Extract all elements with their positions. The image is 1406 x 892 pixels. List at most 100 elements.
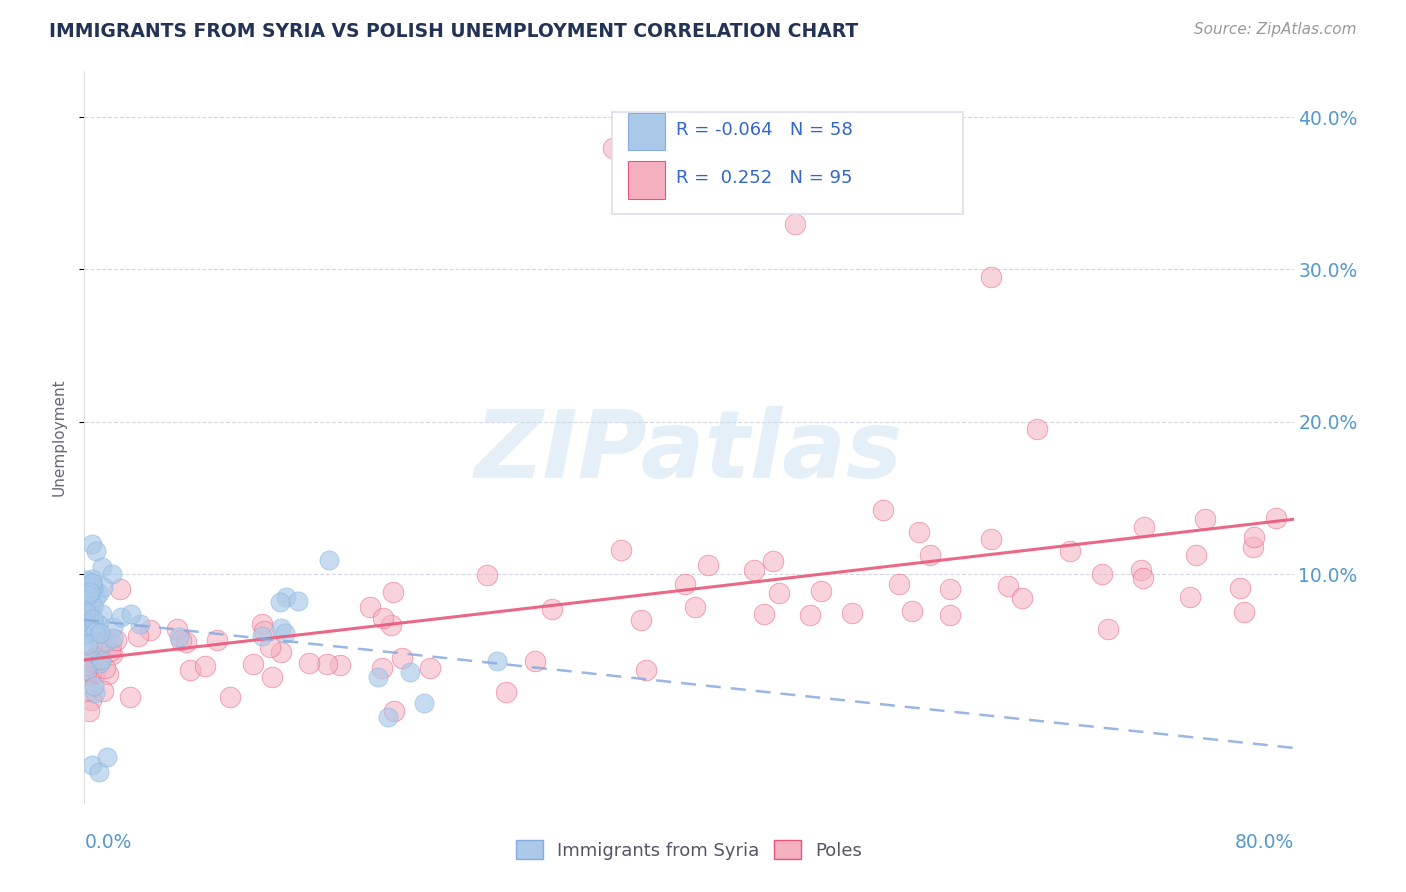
Point <box>80 665 103 679</box>
Point <box>1091 566 1114 581</box>
Point <box>120 607 142 622</box>
Point <box>1185 549 1208 563</box>
Point <box>80 693 103 707</box>
Point <box>359 599 381 614</box>
Point <box>77 682 100 697</box>
Point <box>82 580 104 594</box>
Point <box>91 559 114 574</box>
Point <box>138 623 160 637</box>
Point <box>89 656 111 670</box>
Point <box>82 617 104 632</box>
Text: 0.0%: 0.0% <box>84 833 132 853</box>
Point <box>810 583 832 598</box>
Point <box>636 664 658 678</box>
Point <box>127 629 149 643</box>
Point <box>742 563 765 577</box>
Point <box>413 696 436 710</box>
Point <box>80 757 103 772</box>
Point <box>907 524 929 539</box>
Point <box>75 574 97 588</box>
Point <box>84 666 107 681</box>
Point <box>768 586 790 600</box>
Point <box>1243 540 1265 554</box>
Point <box>75 609 97 624</box>
Point <box>602 140 624 154</box>
Point <box>399 665 422 679</box>
Point <box>166 622 188 636</box>
Point <box>82 655 104 669</box>
Point <box>207 632 229 647</box>
Point <box>194 659 217 673</box>
Point <box>89 626 111 640</box>
Point <box>86 590 108 604</box>
Point <box>1025 422 1047 436</box>
Point <box>91 607 114 622</box>
Text: R = -0.064   N = 58: R = -0.064 N = 58 <box>676 121 853 139</box>
Point <box>129 616 152 631</box>
Point <box>169 633 191 648</box>
Text: IMMIGRANTS FROM SYRIA VS POLISH UNEMPLOYMENT CORRELATION CHART: IMMIGRANTS FROM SYRIA VS POLISH UNEMPLOY… <box>49 22 859 41</box>
Point <box>83 686 105 700</box>
Point <box>79 585 101 599</box>
Point <box>82 577 104 591</box>
Point <box>270 595 292 609</box>
Point <box>367 670 389 684</box>
Point <box>1194 512 1216 526</box>
Point <box>370 661 392 675</box>
Point <box>1264 511 1286 525</box>
Point <box>77 574 100 589</box>
Point <box>485 654 508 668</box>
Legend: Immigrants from Syria, Poles: Immigrants from Syria, Poles <box>509 833 869 867</box>
Point <box>179 663 201 677</box>
Point <box>541 602 564 616</box>
Point <box>610 543 633 558</box>
Point <box>77 705 100 719</box>
Point <box>1059 543 1081 558</box>
Text: 80.0%: 80.0% <box>1234 833 1294 853</box>
Point <box>329 657 352 672</box>
Point <box>83 619 105 633</box>
Point <box>90 653 112 667</box>
Point <box>377 710 399 724</box>
Point <box>89 765 111 780</box>
Point <box>673 577 696 591</box>
Point <box>96 635 118 649</box>
Point <box>373 611 395 625</box>
Point <box>118 690 141 705</box>
Point <box>82 651 104 665</box>
Point <box>242 657 264 672</box>
Point <box>380 618 402 632</box>
Point <box>96 750 118 764</box>
Text: Source: ZipAtlas.com: Source: ZipAtlas.com <box>1194 22 1357 37</box>
Point <box>1229 581 1251 595</box>
Point <box>75 628 97 642</box>
Text: ZIPatlas: ZIPatlas <box>475 406 903 498</box>
Point <box>80 537 103 551</box>
Point <box>75 667 97 681</box>
Point <box>419 661 441 675</box>
Point <box>97 666 120 681</box>
Point <box>75 663 97 677</box>
Point <box>79 579 101 593</box>
Point <box>752 607 775 621</box>
Point <box>75 665 97 679</box>
Point <box>253 624 276 638</box>
Point <box>270 645 292 659</box>
Point <box>167 630 190 644</box>
Point <box>799 607 821 622</box>
Point <box>252 616 274 631</box>
Point <box>1133 519 1156 533</box>
Point <box>1011 591 1033 605</box>
Point <box>1178 590 1201 604</box>
Point <box>270 621 292 635</box>
Point <box>100 637 122 651</box>
Point <box>89 647 111 661</box>
Point <box>495 684 517 698</box>
Point <box>783 217 806 231</box>
Point <box>250 629 273 643</box>
Point <box>318 553 340 567</box>
Point <box>316 657 339 671</box>
Point <box>382 705 405 719</box>
Point <box>1097 622 1119 636</box>
Point <box>80 579 103 593</box>
